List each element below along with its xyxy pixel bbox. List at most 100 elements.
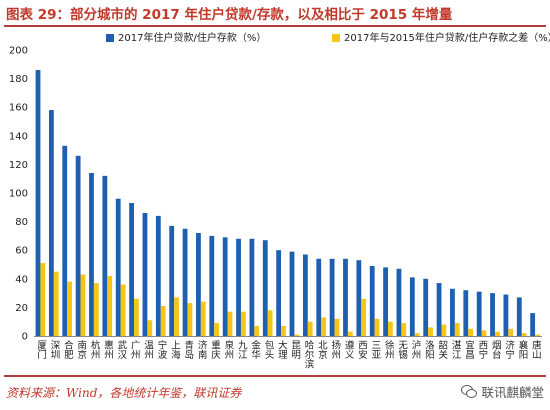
x-tick-label: 重庆: [209, 339, 221, 360]
x-tick-label: 遵义: [343, 339, 355, 359]
bar-loan-deposit-ratio: [516, 297, 522, 336]
bar-ratio-change: [254, 325, 260, 336]
bar-loan-deposit-ratio: [383, 267, 388, 336]
x-tick-label: 哈尔滨: [303, 339, 315, 369]
x-tick-label: 包头: [262, 339, 274, 360]
legend-entry: 2017年与2015年住户贷款/住户存款之差（%）: [344, 31, 550, 44]
bar-ratio-change: [508, 328, 514, 336]
x-tick-label: 温州: [142, 340, 154, 359]
bar-loan-deposit-ratio: [423, 278, 429, 336]
bar-ratio-change: [174, 297, 179, 336]
x-tick-label: 西安: [356, 340, 368, 360]
bar-ratio-change: [67, 281, 72, 336]
x-tick-label: 徐州: [383, 339, 395, 359]
bar-loan-deposit-ratio: [155, 215, 161, 336]
y-tick-label: 60: [15, 246, 28, 257]
legend: 2017年住户贷款/住户存款（%） 2017年与2015年住户贷款/住户存款之差（…: [106, 31, 550, 44]
x-tick-label: 厦门: [35, 340, 47, 360]
bar-ratio-change: [347, 331, 353, 336]
bar-loan-deposit-ratio: [89, 172, 94, 336]
bar-loan-deposit-ratio: [289, 251, 295, 336]
chart-title: 图表 29：部分城市的 2017 年住户贷款/存款，以及相比于 2015 年增量: [6, 7, 453, 23]
bar-ratio-change: [281, 325, 286, 336]
legend-swatch: [332, 34, 340, 42]
watermark-text: 联讯麒麟堂: [481, 385, 544, 400]
bar-ratio-change: [428, 327, 433, 336]
bar-loan-deposit-ratio: [236, 238, 241, 336]
x-tick-label: 唐山: [530, 339, 542, 359]
x-tick-label: 上海: [169, 340, 181, 360]
wechat-icon: [461, 385, 478, 398]
x-tick-label: 大理: [276, 339, 288, 359]
x-tick-label: 泉州: [222, 339, 234, 359]
bar-ratio-change: [267, 310, 273, 336]
bar-ratio-change: [160, 305, 166, 336]
bar-ratio-change: [93, 283, 99, 336]
bar-ratio-change: [53, 271, 59, 336]
x-tick-label: 扬州: [329, 339, 341, 359]
bar-ratio-change: [80, 274, 86, 336]
x-tick-label: 无锡: [396, 340, 408, 360]
bar-loan-deposit-ratio: [262, 240, 268, 336]
bar-loan-deposit-ratio: [209, 235, 215, 336]
bar-ratio-change: [387, 321, 393, 336]
bar-loan-deposit-ratio: [222, 237, 228, 336]
y-tick-label: 180: [9, 74, 28, 85]
bar-loan-deposit-ratio: [503, 294, 509, 336]
title-divider: [4, 25, 546, 27]
bar-series: [35, 70, 540, 337]
source-note: 资料来源：Wind，各地统计年鉴，联讯证券: [6, 386, 242, 400]
bar-ratio-change: [481, 330, 487, 336]
y-tick-label: 200: [9, 46, 28, 57]
bar-loan-deposit-ratio: [115, 198, 121, 336]
bar-loan-deposit-ratio: [329, 258, 335, 336]
bar-loan-deposit-ratio: [476, 291, 482, 336]
bar-loan-deposit-ratio: [249, 238, 255, 336]
bar-loan-deposit-ratio: [530, 313, 536, 336]
x-tick-label: 襄阳: [516, 339, 528, 359]
x-tick-label: 泸州: [410, 340, 422, 359]
bar-loan-deposit-ratio: [75, 155, 81, 336]
x-tick-label: 杭州: [89, 339, 101, 359]
legend-swatch: [106, 34, 114, 42]
x-tick-label: 昆明: [289, 340, 301, 360]
bar-loan-deposit-ratio: [62, 145, 68, 336]
y-tick-label: 0: [22, 332, 28, 343]
x-tick-label: 西宁: [476, 340, 488, 359]
bar-loan-deposit-ratio: [129, 203, 134, 336]
bar-loan-deposit-ratio: [302, 254, 308, 336]
bar-ratio-change: [454, 323, 460, 336]
bar-ratio-change: [321, 317, 326, 336]
bar-loan-deposit-ratio: [396, 268, 402, 336]
bar-loan-deposit-ratio: [169, 225, 175, 336]
bar-ratio-change: [494, 331, 500, 336]
bar-loan-deposit-ratio: [343, 258, 348, 336]
x-tick-label: 金华: [249, 339, 261, 360]
bar-chart: 0 20 40 60 80 100 120 140 160 180 200 厦门 深圳 合肥 南京 杭州 惠州…: [9, 31, 550, 369]
x-tick-label: 洛阳: [423, 339, 435, 359]
footer-divider: [4, 375, 546, 377]
bar-loan-deposit-ratio: [276, 250, 282, 336]
y-tick-label: 160: [9, 103, 28, 114]
bar-loan-deposit-ratio: [196, 233, 201, 336]
bar-ratio-change: [334, 318, 340, 336]
bar-loan-deposit-ratio: [409, 277, 415, 336]
bar-ratio-change: [133, 298, 139, 336]
y-tick-label: 20: [15, 303, 28, 314]
y-tick-label: 140: [9, 131, 28, 142]
y-tick-label: 40: [15, 274, 28, 285]
x-tick-label: 宁波: [156, 339, 168, 360]
bar-ratio-change: [120, 284, 126, 336]
x-tick-label: 青岛: [182, 339, 194, 360]
x-tick-label: 九江: [236, 339, 248, 360]
x-tick-label: 烟台: [490, 339, 502, 360]
bar-ratio-change: [294, 334, 300, 336]
bar-ratio-change: [200, 301, 206, 336]
bar-ratio-change: [187, 303, 193, 336]
x-tick-label: 济宁: [503, 339, 515, 359]
bar-ratio-change: [401, 323, 407, 336]
x-tick-label: 惠州: [102, 339, 114, 359]
x-tick-label: 北京: [316, 340, 328, 360]
bar-ratio-change: [227, 311, 233, 336]
legend-entry: 2017年住户贷款/住户存款（%）: [118, 31, 266, 44]
